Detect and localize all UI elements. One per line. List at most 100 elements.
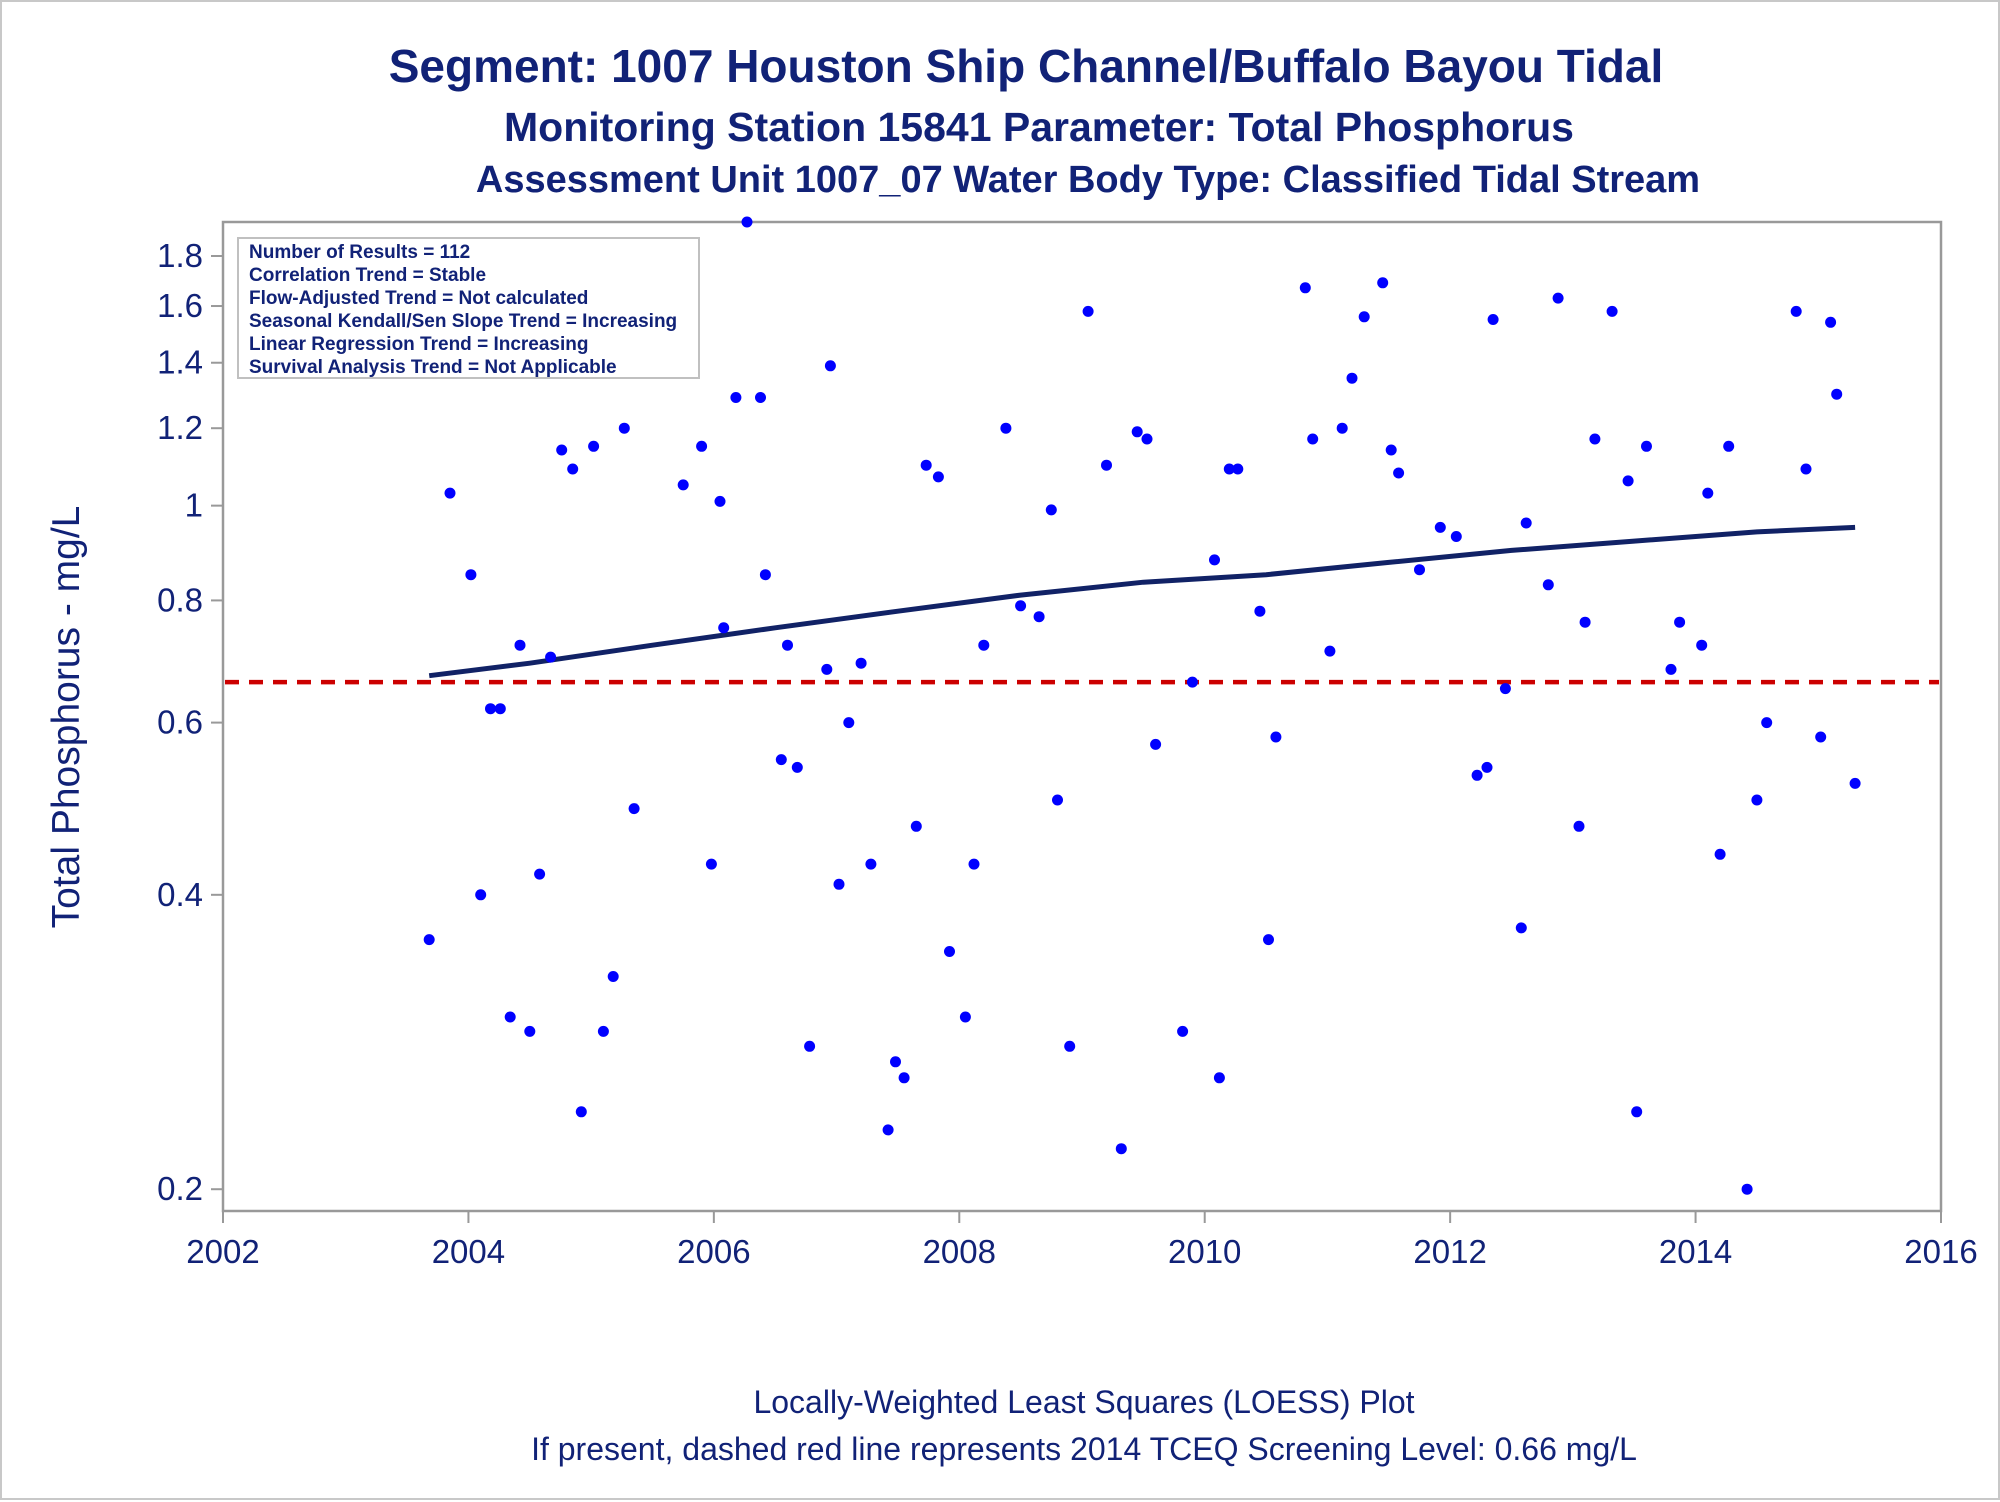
data-point — [791, 761, 803, 773]
data-point — [1849, 777, 1861, 789]
data-point — [534, 868, 546, 880]
data-point — [821, 663, 833, 675]
data-point — [920, 459, 932, 471]
data-point — [843, 717, 855, 729]
data-point — [1033, 611, 1045, 623]
stats-box: Number of Results = 112 Correlation Tren… — [237, 237, 700, 379]
x-tick-label: 2010 — [1168, 1233, 1241, 1270]
data-point — [775, 754, 787, 766]
data-point — [1270, 731, 1282, 743]
data-point — [898, 1072, 910, 1084]
data-point — [1307, 433, 1319, 445]
x-tick-label: 2002 — [186, 1233, 259, 1270]
data-point — [1542, 579, 1554, 591]
y-tick-label: 0.8 — [157, 581, 203, 618]
data-point — [475, 889, 487, 901]
data-point — [1520, 517, 1532, 529]
data-point — [782, 639, 793, 651]
data-point — [1702, 487, 1714, 499]
data-point — [1515, 922, 1527, 934]
data-point — [1622, 475, 1634, 487]
data-point — [855, 657, 867, 669]
data-point — [514, 639, 526, 651]
x-tick-label: 2008 — [923, 1233, 996, 1270]
stats-line: Linear Regression Trend = Increasing — [249, 334, 588, 355]
x-axis: 2002 2004 2006 2008 2010 2012 2014 2016 — [186, 1211, 1978, 1270]
x-tick-label: 2016 — [1904, 1233, 1977, 1270]
data-point — [618, 422, 630, 434]
data-point — [910, 820, 922, 832]
y-tick-label: 1.6 — [157, 287, 203, 324]
stats-line: Seasonal Kendall/Sen Slope Trend = Incre… — [249, 311, 677, 332]
data-point — [755, 392, 766, 403]
data-point — [1385, 444, 1397, 456]
stats-line: Survival Analysis Trend = Not Applicable — [249, 357, 617, 378]
data-point — [865, 858, 877, 870]
data-point — [485, 703, 496, 715]
y-axis-label: Total Phosphorus - mg/L — [45, 506, 88, 929]
data-point — [1232, 463, 1244, 475]
x-tick-label: 2006 — [677, 1233, 750, 1270]
data-point — [1346, 372, 1358, 384]
data-point — [1177, 1025, 1189, 1037]
data-point — [932, 471, 944, 483]
y-tick-label: 1.4 — [157, 344, 203, 381]
x-tick-label: 2004 — [432, 1233, 505, 1270]
data-point — [714, 495, 726, 507]
data-point — [1324, 645, 1336, 657]
data-point — [968, 858, 980, 870]
data-point — [1499, 683, 1511, 695]
data-point — [1213, 1072, 1225, 1084]
data-point — [1254, 605, 1266, 617]
data-point — [1186, 676, 1198, 688]
data-point — [890, 1056, 901, 1068]
data-point — [741, 216, 753, 228]
loess-group — [428, 524, 1856, 679]
data-point — [556, 444, 568, 456]
data-point — [959, 1011, 971, 1023]
data-point — [1263, 934, 1274, 946]
data-point — [1052, 794, 1063, 806]
data-point — [1299, 282, 1311, 294]
data-point — [1790, 305, 1802, 317]
data-point — [1131, 426, 1143, 438]
loess-trend-line — [428, 524, 1856, 679]
data-point — [944, 946, 955, 957]
data-point — [677, 479, 689, 491]
data-point — [597, 1025, 609, 1037]
data-point — [504, 1011, 516, 1023]
data-point — [1641, 440, 1652, 452]
stats-line: Flow-Adjusted Trend = Not calculated — [249, 288, 588, 309]
data-point — [824, 360, 836, 372]
data-point — [1414, 564, 1425, 576]
data-point — [759, 569, 771, 581]
data-point — [1714, 848, 1726, 860]
data-point — [1393, 467, 1405, 479]
data-point — [1481, 761, 1493, 773]
data-point — [423, 934, 435, 946]
data-point — [1064, 1040, 1076, 1052]
data-point — [1815, 731, 1827, 743]
points-group — [423, 216, 1861, 1195]
data-point — [1751, 794, 1763, 806]
footnote-screening: If present, dashed red line represents 2… — [531, 1431, 1637, 1467]
y-tick-label: 0.6 — [157, 704, 203, 741]
data-point — [1082, 305, 1094, 317]
footnote-loess: Locally-Weighted Least Squares (LOESS) P… — [753, 1384, 1414, 1420]
stats-line: Correlation Trend = Stable — [249, 265, 486, 286]
data-point — [567, 463, 579, 475]
data-point — [718, 622, 730, 634]
data-point — [1665, 663, 1677, 675]
data-point — [1761, 717, 1773, 729]
data-point — [705, 858, 717, 870]
data-point — [628, 803, 640, 815]
y-tick-label: 1.2 — [157, 409, 203, 446]
data-point — [882, 1124, 894, 1136]
data-point — [1487, 314, 1499, 325]
data-point — [1209, 554, 1220, 566]
data-point — [978, 639, 990, 651]
data-point — [1450, 531, 1462, 542]
y-tick-label: 1 — [185, 487, 203, 524]
data-point — [1631, 1106, 1643, 1118]
data-point — [1223, 463, 1235, 475]
